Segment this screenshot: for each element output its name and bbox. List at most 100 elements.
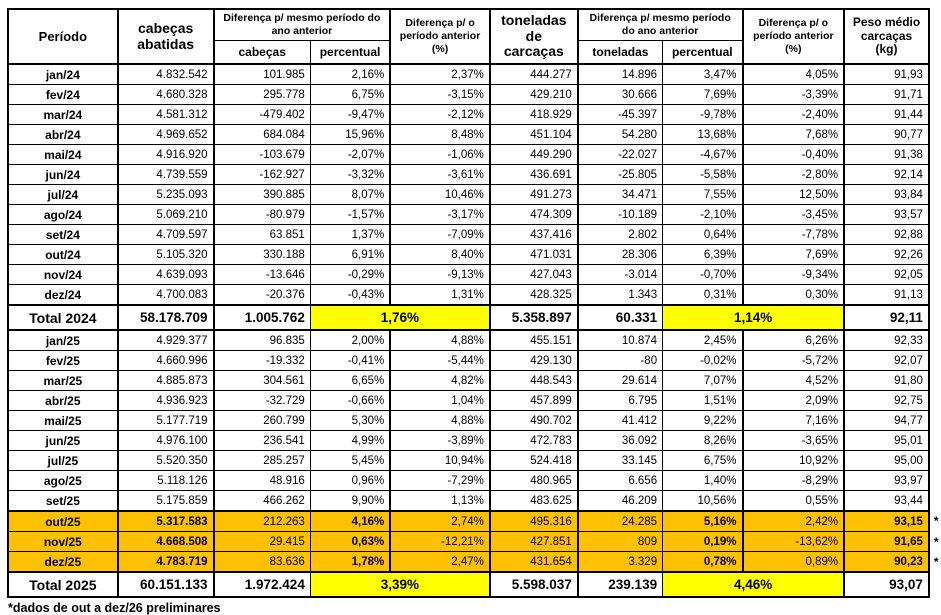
cell-prev-period-heads-percent: 10,46% [389, 184, 490, 205]
total-heads: 58.178.709 [116, 304, 214, 331]
table-row: fev/24 4.680.328 295.778 6,75% -3,15% 429.210… [7, 84, 941, 105]
cell-prev-period-heads-percent: -5,44% [389, 350, 490, 371]
cell-heads: 4.916.920 [116, 144, 214, 165]
cell-diff-heads: -32.729 [212, 390, 311, 411]
cell-diff-heads-percent: -0,29% [309, 264, 391, 285]
cell-period: jan/24 [7, 63, 118, 85]
cell-diff-heads: 29.415 [212, 531, 311, 552]
cell-avg-weight: 93,97 [843, 470, 930, 491]
cell-heads: 5.118.126 [116, 470, 214, 491]
cell-diff-tons: 809 [576, 531, 663, 552]
cell-prev-period-tons-percent: 2,09% [741, 390, 845, 411]
cell-prev-period-heads-percent: -1,06% [389, 144, 490, 165]
cell-diff-tons: 33.145 [576, 450, 663, 471]
cell-diff-heads-percent: 2,16% [309, 63, 391, 85]
cell-avg-weight: 92,07 [843, 350, 930, 371]
cell-diff-heads-percent: 6,91% [309, 244, 391, 265]
cell-prev-period-tons-percent: -3,65% [741, 430, 845, 451]
cell-diff-tons: -22.027 [576, 144, 663, 165]
cell-prev-period-heads-percent: 4,88% [389, 329, 490, 351]
subcolumn-header-percent-tons: percentual [662, 40, 743, 65]
note-spacer [928, 144, 941, 165]
cell-tons: 429.130 [488, 350, 578, 371]
cell-diff-heads: 684.084 [212, 124, 311, 145]
cell-diff-heads: -479.402 [212, 104, 311, 125]
cell-avg-weight: 92,05 [843, 264, 930, 285]
cell-prev-period-heads-percent: -12,21% [389, 531, 490, 552]
cell-tons: 472.783 [488, 430, 578, 451]
total-tons: 5.358.897 [488, 304, 578, 331]
cell-diff-tons: 41.412 [576, 410, 663, 431]
cell-avg-weight: 91,44 [843, 104, 930, 125]
note-spacer [928, 184, 941, 205]
cell-prev-period-heads-percent: -9,13% [389, 264, 490, 285]
table-row: jan/24 4.832.542 101.985 2,16% 2,37% 444.277 1… [7, 63, 941, 85]
cell-diff-heads-percent: 6,65% [309, 370, 391, 391]
note-spacer [928, 64, 941, 85]
cell-prev-period-tons-percent: 7,16% [741, 410, 845, 431]
cell-prev-period-tons-percent: 4,05% [741, 63, 845, 85]
cell-prev-period-heads-percent: -3,15% [389, 84, 490, 105]
cell-diff-tons: 28.306 [576, 244, 663, 265]
cell-heads: 4.929.377 [116, 329, 214, 351]
cell-diff-tons: -10.189 [576, 204, 663, 225]
cell-prev-period-heads-percent: -3,89% [389, 430, 490, 451]
cell-prev-period-tons-percent: 0,89% [741, 551, 845, 572]
note-spacer [928, 204, 941, 225]
table-row: dez/25 4.783.719 83.636 1,78% 2,47% 431.654 3.… [7, 551, 941, 572]
cell-diff-heads-percent: 1,78% [309, 551, 391, 572]
total-tons-percent-merged: 1,14% [662, 304, 845, 331]
table-row: mar/25 4.885.873 304.561 6,65% 4,82% 448.543 2… [7, 370, 941, 391]
cell-period: mai/24 [7, 144, 118, 165]
cell-diff-tons: 1.343 [576, 284, 663, 305]
cell-period: nov/25 [7, 531, 118, 552]
cell-avg-weight: 92,75 [843, 390, 930, 411]
cell-avg-weight: 93,57 [843, 204, 930, 225]
cell-diff-tons: 14.896 [576, 63, 663, 85]
table-row: ago/25 5.118.126 48.916 0,96% -7,29% 480.965 6… [7, 470, 941, 491]
total-heads-percent-merged: 3,39% [309, 571, 490, 598]
cell-diff-tons-percent: 0,64% [662, 224, 743, 245]
cell-tons: 449.290 [488, 144, 578, 165]
cell-diff-tons: -25.805 [576, 164, 663, 185]
cell-tons: 429.210 [488, 84, 578, 105]
cell-heads: 4.639.093 [116, 264, 214, 285]
cell-tons: 418.929 [488, 104, 578, 125]
cell-diff-heads-percent: 0,63% [309, 531, 391, 552]
total-diff-tons: 239.139 [576, 571, 663, 598]
cell-period: set/24 [7, 224, 118, 245]
cell-tons: 455.151 [488, 329, 578, 351]
table-row: mar/24 4.581.312 -479.402 -9,47% -2,12% 418.9… [7, 104, 941, 125]
cell-diff-tons-percent: 5,16% [662, 510, 743, 532]
cell-period: set/25 [7, 490, 118, 511]
cell-diff-heads-percent: -2,07% [309, 144, 391, 165]
cell-heads: 5.235.093 [116, 184, 214, 205]
cell-diff-heads-percent: 9,90% [309, 490, 391, 511]
cell-diff-tons: 10.874 [576, 329, 663, 351]
cell-prev-period-tons-percent: -9,34% [741, 264, 845, 285]
cell-diff-tons-percent: 9,22% [662, 410, 743, 431]
cell-tons: 427.851 [488, 531, 578, 552]
cell-period: fev/25 [7, 350, 118, 371]
cell-avg-weight: 93,44 [843, 490, 930, 511]
cell-tons: 444.277 [488, 63, 578, 85]
total-heads: 60.151.133 [116, 571, 214, 598]
table-row: fev/25 4.660.996 -19.332 -0,41% -5,44% 429.13… [7, 350, 941, 371]
cell-avg-weight: 92,14 [843, 164, 930, 185]
table-row: mai/25 5.177.719 260.799 5,30% 4,88% 490.702 4… [7, 410, 941, 431]
cell-diff-tons: 29.614 [576, 370, 663, 391]
cell-diff-heads-percent: 15,96% [309, 124, 391, 145]
cell-diff-heads: 96.835 [212, 329, 311, 351]
cell-diff-tons-percent: -9,78% [662, 104, 743, 125]
cell-heads: 5.317.583 [116, 510, 214, 532]
total-label: Total 2024 [7, 304, 118, 331]
table-row: mai/24 4.916.920 -103.679 -2,07% -1,06% 449.2… [7, 144, 941, 165]
slaughter-statistics-sheet: Período cabeças abatidas Diferença p/ me… [7, 8, 941, 615]
cell-diff-tons-percent: 1,51% [662, 390, 743, 411]
cell-period: fev/24 [7, 84, 118, 105]
table-body: jan/24 4.832.542 101.985 2,16% 2,37% 444.277 1… [7, 63, 941, 598]
cell-diff-tons-percent: 0,78% [662, 551, 743, 572]
subcolumn-header-heads: cabeças [212, 40, 311, 65]
cell-heads: 4.739.559 [116, 164, 214, 185]
cell-diff-tons-percent: 7,55% [662, 184, 743, 205]
